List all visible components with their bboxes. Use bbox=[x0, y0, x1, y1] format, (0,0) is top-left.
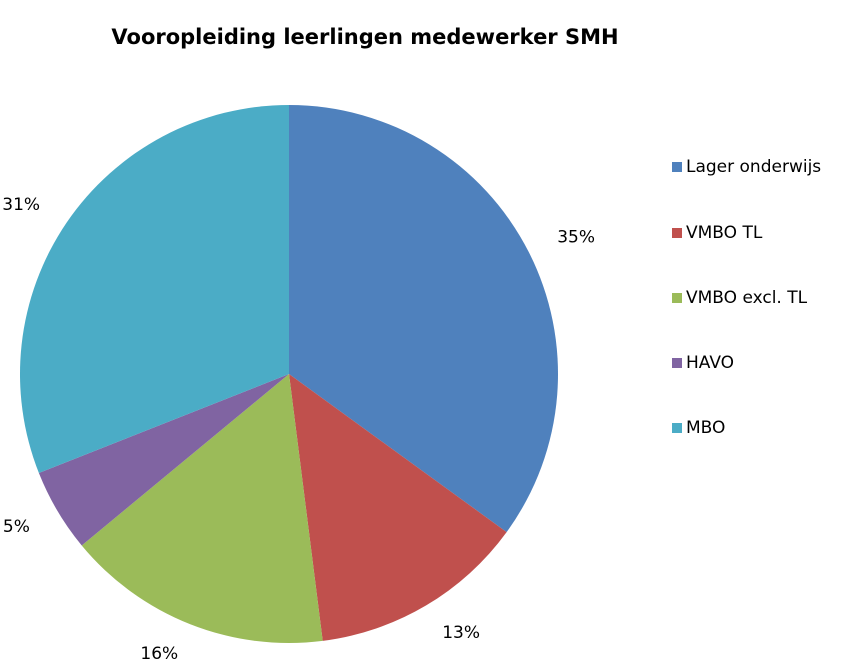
data-label: 13% bbox=[442, 623, 480, 643]
legend-label: HAVO bbox=[686, 353, 734, 373]
legend-label: VMBO TL bbox=[686, 223, 763, 243]
legend-label: VMBO excl. TL bbox=[686, 288, 808, 308]
legend-swatch bbox=[672, 423, 682, 433]
chart-title: Vooropleiding leerlingen medewerker SMH bbox=[111, 25, 618, 49]
legend-label: MBO bbox=[686, 418, 725, 438]
data-label: 5% bbox=[3, 517, 30, 537]
data-label: 31% bbox=[2, 195, 40, 215]
pie-slice bbox=[289, 105, 559, 533]
data-label: 35% bbox=[557, 227, 595, 247]
legend-swatch bbox=[672, 228, 682, 238]
legend-swatch bbox=[672, 358, 682, 368]
data-label: 16% bbox=[140, 644, 178, 664]
pie-slice bbox=[19, 105, 290, 474]
pie-slice bbox=[289, 374, 507, 641]
legend-swatch bbox=[672, 293, 682, 303]
pie-slice bbox=[81, 374, 323, 643]
legend-swatch bbox=[672, 162, 682, 172]
legend-label: Lager onderwijs bbox=[686, 157, 821, 177]
pie-slice bbox=[38, 374, 290, 546]
